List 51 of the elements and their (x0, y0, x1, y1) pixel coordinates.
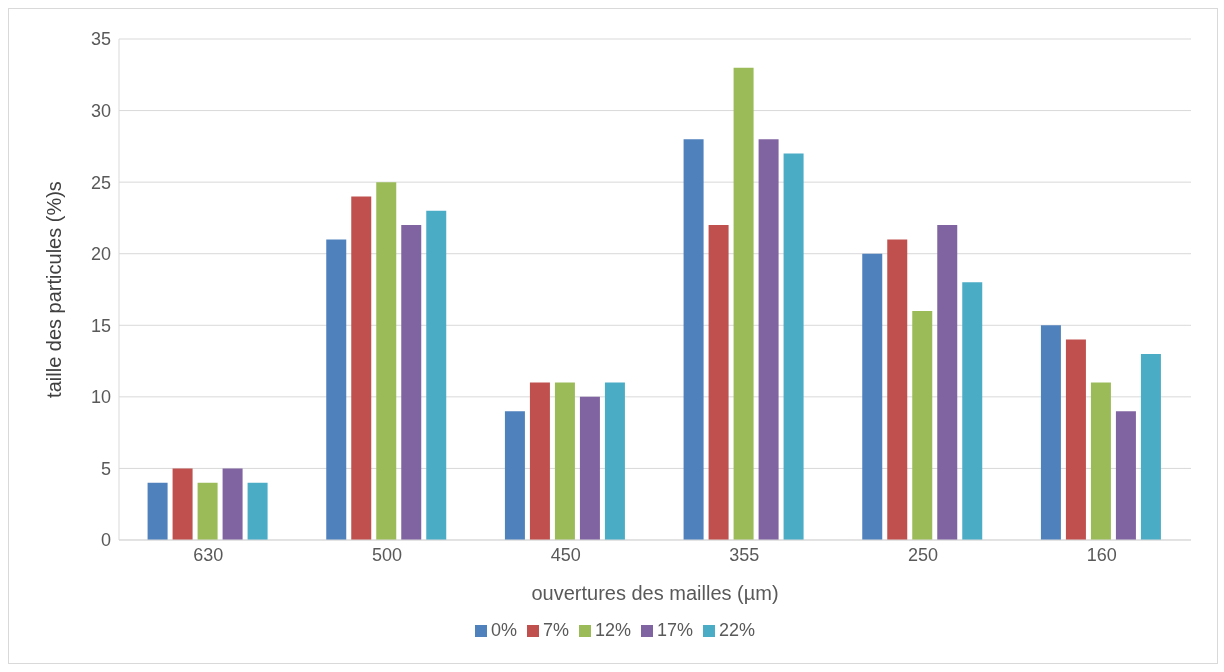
bar (1090, 382, 1111, 540)
bar (1115, 411, 1136, 540)
bar (733, 67, 754, 540)
bar (783, 153, 804, 540)
bar (172, 468, 193, 540)
x-tick-label: 160 (1086, 544, 1117, 565)
bar (376, 182, 397, 540)
y-tick-label: 15 (90, 315, 111, 336)
y-tick-label: 20 (90, 244, 111, 265)
legend-label: 0% (490, 620, 517, 640)
bar (579, 396, 600, 540)
y-axis-title: taille des particules (%)s (43, 181, 66, 398)
x-tick-label: 250 (907, 544, 939, 565)
bar (247, 482, 268, 540)
y-tick-label: 25 (90, 172, 111, 193)
y-tick-label: 30 (90, 100, 111, 121)
bar (197, 482, 218, 540)
bar (351, 196, 372, 540)
bar (937, 225, 958, 540)
bar (554, 382, 575, 540)
bar (862, 253, 883, 540)
bar (222, 468, 243, 540)
x-tick-label: 630 (193, 544, 224, 565)
x-tick-label: 355 (729, 544, 760, 565)
bar (758, 139, 779, 540)
bar (708, 225, 729, 540)
bar (426, 210, 447, 540)
bar (326, 239, 347, 540)
bar (401, 225, 422, 540)
bar (912, 310, 933, 540)
y-tick-label: 35 (90, 29, 111, 50)
bar (887, 239, 908, 540)
legend-label: 17% (657, 620, 694, 640)
bar (504, 411, 525, 540)
bar (604, 382, 625, 540)
y-tick-label: 10 (90, 387, 111, 408)
x-tick-label: 500 (371, 544, 403, 565)
bar (683, 139, 704, 540)
bar (1040, 325, 1061, 540)
bar (147, 482, 168, 540)
legend-label: 12% (594, 620, 631, 640)
x-axis-title: ouvertures des mailles (µm) (531, 582, 779, 604)
legend-label: 22% (719, 620, 756, 640)
x-tick-label: 450 (550, 544, 581, 565)
bar (962, 282, 983, 540)
bar (529, 382, 550, 540)
legend-label: 7% (542, 620, 569, 640)
bar (1065, 339, 1086, 540)
bar (1140, 353, 1161, 540)
y-tick-label: 0 (100, 530, 111, 551)
y-tick-label: 5 (100, 458, 111, 479)
